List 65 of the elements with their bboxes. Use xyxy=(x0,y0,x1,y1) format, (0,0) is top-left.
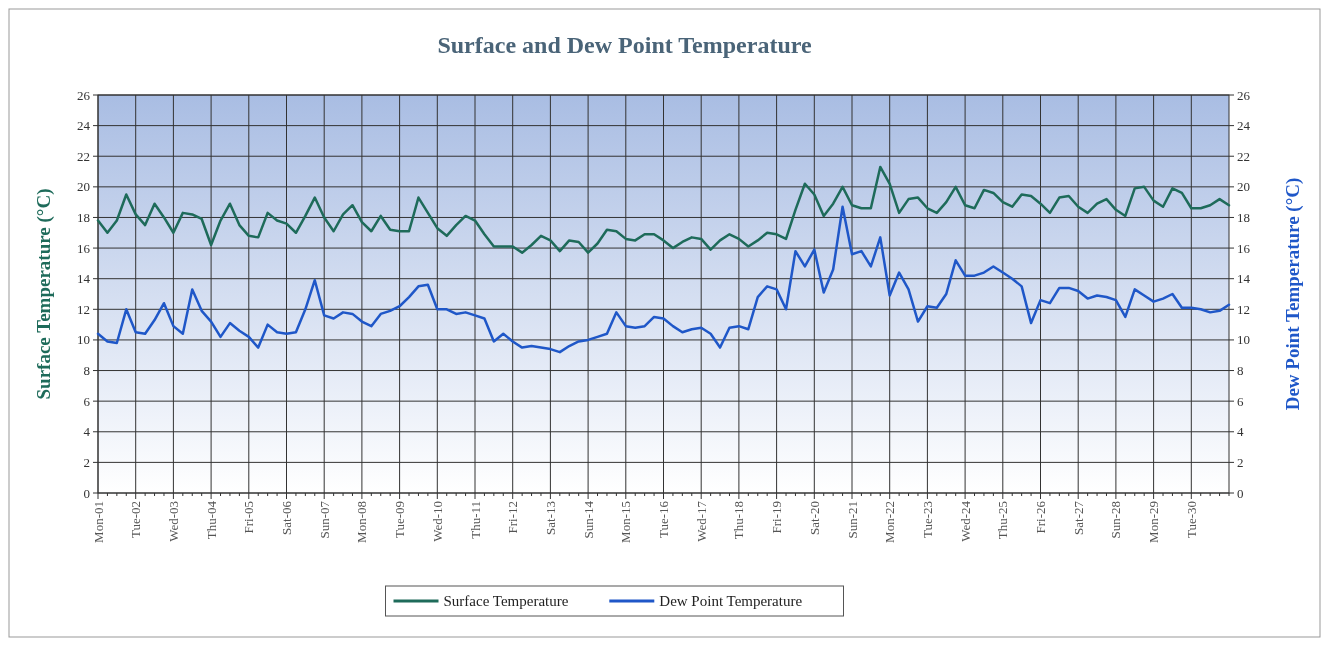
y-tick-label: 12 xyxy=(77,301,90,317)
y-tick-label: 8 xyxy=(83,363,90,379)
x-tick-label: Thu-18 xyxy=(731,501,747,540)
x-tick-label: Sun-07 xyxy=(316,500,332,539)
x-tick-label: Fri-19 xyxy=(769,501,785,534)
x-tick-label: Wed-03 xyxy=(165,501,181,542)
x-tick-label: Sun-21 xyxy=(844,501,860,539)
x-tick-label: Sat-27 xyxy=(1070,500,1086,535)
y-tick-label: 6 xyxy=(83,393,91,409)
y-tick-label: 0 xyxy=(83,485,90,501)
y2-tick-label: 6 xyxy=(1237,393,1244,409)
x-tick-label: Mon-01 xyxy=(90,501,106,543)
y2-tick-label: 10 xyxy=(1237,332,1250,348)
x-tick-label: Wed-17 xyxy=(693,500,709,542)
x-tick-label: Sun-28 xyxy=(1108,501,1124,539)
x-tick-label: Mon-15 xyxy=(618,501,634,543)
y-tick-label: 16 xyxy=(77,240,91,256)
x-tick-label: Tue-02 xyxy=(128,501,144,539)
x-tick-label: Sat-20 xyxy=(806,501,822,535)
y2-tick-label: 20 xyxy=(1237,179,1250,195)
y-tick-label: 4 xyxy=(83,424,91,440)
y-tick-label: 18 xyxy=(77,210,90,226)
x-tick-label: Fri-26 xyxy=(1033,500,1049,534)
y2-tick-label: 12 xyxy=(1237,301,1250,317)
line-series xyxy=(96,205,1231,354)
y2-tick-label: 16 xyxy=(1237,240,1251,256)
y2-tick-label: 22 xyxy=(1237,148,1250,164)
chart-title: Surface and Dew Point Temperature xyxy=(437,32,812,58)
legend-label: Dew Point Temperature xyxy=(659,593,803,610)
y2-tick-label: 8 xyxy=(1237,363,1244,379)
y-tick-label: 22 xyxy=(77,148,90,164)
y-tick-label: 20 xyxy=(77,179,90,195)
y2-tick-label: 0 xyxy=(1237,485,1244,501)
x-tick-label: Fri-12 xyxy=(505,501,521,534)
x-tick-label: Tue-30 xyxy=(1183,501,1199,539)
x-tick-label: Tue-23 xyxy=(919,501,935,539)
y-axis-title: Surface Temperature (°C) xyxy=(33,188,55,400)
x-tick-label: Fri-05 xyxy=(241,501,257,534)
x-tick-label: Mon-22 xyxy=(882,501,898,543)
legend-label: Surface Temperature xyxy=(443,593,569,610)
y2-tick-label: 14 xyxy=(1237,271,1251,287)
y-tick-label: 10 xyxy=(77,332,90,348)
x-tick-label: Mon-08 xyxy=(354,501,370,543)
y-tick-label: 24 xyxy=(77,118,91,134)
x-tick-label: Tue-16 xyxy=(656,500,672,539)
x-tick-label: Thu-11 xyxy=(467,501,483,539)
y2-tick-label: 4 xyxy=(1237,424,1244,440)
y-tick-label: 2 xyxy=(83,454,90,470)
x-tick-label: Thu-04 xyxy=(203,500,219,540)
y2-axis-title: Dew Point Temperature (°C) xyxy=(1282,177,1304,411)
x-tick-label: Sat-13 xyxy=(542,501,558,535)
x-tick-label: Tue-09 xyxy=(392,501,408,539)
x-tick-label: Sun-14 xyxy=(580,500,596,539)
x-tick-label: Thu-25 xyxy=(995,501,1011,540)
y-tick-label: 26 xyxy=(77,87,91,103)
x-tick-label: Wed-24 xyxy=(957,500,973,542)
x-tick-label: Mon-29 xyxy=(1146,501,1162,543)
y2-tick-label: 18 xyxy=(1237,210,1250,226)
y2-tick-label: 2 xyxy=(1237,454,1244,470)
line-series xyxy=(96,165,1231,254)
x-tick-label: Wed-10 xyxy=(429,501,445,542)
y2-tick-label: 26 xyxy=(1237,87,1251,103)
y2-tick-label: 24 xyxy=(1237,118,1251,134)
x-tick-label: Sat-06 xyxy=(279,500,295,535)
y-tick-label: 14 xyxy=(77,271,91,287)
